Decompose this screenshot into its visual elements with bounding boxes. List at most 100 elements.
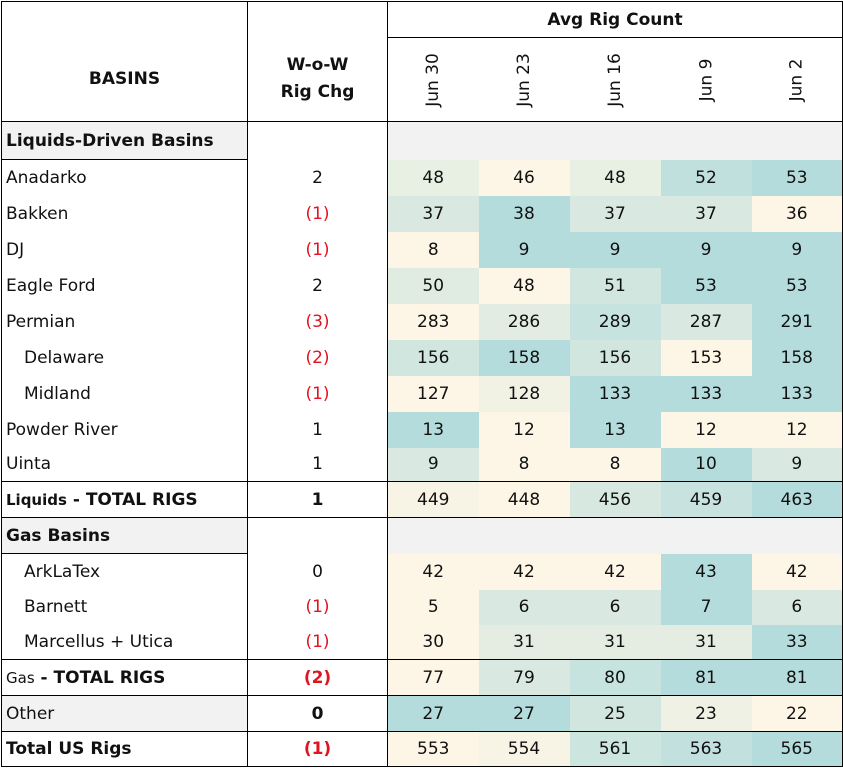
- value-cell: 37: [660, 195, 752, 232]
- total-row: Gas - TOTAL RIGS (2) 77 79 80 81 81: [1, 659, 843, 696]
- section-fill: [387, 517, 843, 554]
- total-wow: 1: [247, 481, 388, 518]
- value-cell: 31: [569, 624, 661, 660]
- date-header: Jun 2: [751, 37, 843, 122]
- wow-change: (1): [247, 589, 388, 625]
- value-cell: 289: [569, 303, 661, 340]
- value-cell: 27: [387, 695, 479, 732]
- date-header: Jun 9: [660, 37, 752, 122]
- value-cell: 43: [660, 553, 752, 590]
- value-cell: 53: [660, 267, 752, 304]
- value-cell: 22: [751, 695, 843, 732]
- value-cell: 459: [660, 481, 752, 518]
- value-cell: 449: [387, 481, 479, 518]
- table-row: ArkLaTex 0 42 42 42 43 42: [1, 553, 843, 590]
- total-label: Gas - TOTAL RIGS: [1, 659, 248, 696]
- wow-change: 2: [247, 159, 388, 196]
- value-cell: 48: [478, 267, 570, 304]
- value-cell: 81: [751, 659, 843, 696]
- value-cell: 7: [660, 589, 752, 625]
- basin-name: ArkLaTex: [1, 553, 248, 590]
- value-cell: 33: [751, 624, 843, 660]
- total-prefix: Liquids: [6, 490, 67, 509]
- value-cell: 158: [478, 339, 570, 376]
- basin-name: Permian: [1, 303, 248, 340]
- grand-total-label: Total US Rigs: [1, 731, 248, 767]
- wow-change: (2): [247, 339, 388, 376]
- value-cell: 565: [751, 731, 843, 767]
- value-cell: 38: [478, 195, 570, 232]
- grand-total-wow: (1): [247, 731, 388, 767]
- table-row: Uinta 1 9 8 8 10 9: [1, 447, 843, 482]
- wow-change: (1): [247, 624, 388, 660]
- value-cell: 9: [478, 231, 570, 268]
- wow-change: 0: [247, 553, 388, 590]
- value-cell: 8: [478, 447, 570, 482]
- date-header: Jun 23: [478, 37, 570, 122]
- total-suffix: - TOTAL RIGS: [66, 489, 198, 510]
- value-cell: 133: [569, 375, 661, 412]
- value-cell: 79: [478, 659, 570, 696]
- value-cell: 283: [387, 303, 479, 340]
- total-wow: (2): [247, 659, 388, 696]
- wow-change: (3): [247, 303, 388, 340]
- grand-total-row: Total US Rigs (1) 553 554 561 563 565: [1, 731, 843, 767]
- value-cell: 133: [751, 375, 843, 412]
- value-cell: 9: [751, 447, 843, 482]
- basin-name: Bakken: [1, 195, 248, 232]
- value-cell: 53: [751, 159, 843, 196]
- value-cell: 448: [478, 481, 570, 518]
- value-cell: 42: [569, 553, 661, 590]
- value-cell: 12: [751, 411, 843, 448]
- value-cell: 9: [387, 447, 479, 482]
- value-cell: 80: [569, 659, 661, 696]
- section-spacer: [247, 517, 388, 554]
- table-row: Barnett (1) 5 6 6 7 6: [1, 589, 843, 625]
- wow-change: 2: [247, 267, 388, 304]
- basin-name: Marcellus + Utica: [1, 624, 248, 660]
- value-cell: 37: [569, 195, 661, 232]
- table-row: Bakken (1) 37 38 37 37 36: [1, 195, 843, 232]
- basin-name: Other: [1, 695, 248, 732]
- section-title: Gas Basins: [1, 517, 248, 554]
- other-row: Other 0 27 27 25 23 22: [1, 695, 843, 732]
- value-cell: 6: [478, 589, 570, 625]
- value-cell: 291: [751, 303, 843, 340]
- value-cell: 153: [660, 339, 752, 376]
- value-cell: 156: [569, 339, 661, 376]
- value-cell: 13: [387, 411, 479, 448]
- value-cell: 77: [387, 659, 479, 696]
- value-cell: 553: [387, 731, 479, 767]
- wow-change-header: W-o-W Rig Chg: [247, 37, 388, 122]
- wow-change: 0: [247, 695, 388, 732]
- value-cell: 561: [569, 731, 661, 767]
- section-title: Liquids-Driven Basins: [1, 121, 248, 160]
- value-cell: 53: [751, 267, 843, 304]
- wow-change: (1): [247, 231, 388, 268]
- value-cell: 12: [660, 411, 752, 448]
- value-cell: 133: [660, 375, 752, 412]
- value-cell: 563: [660, 731, 752, 767]
- value-cell: 6: [569, 589, 661, 625]
- table-row: Anadarko 2 48 46 48 52 53: [1, 159, 843, 196]
- value-cell: 27: [478, 695, 570, 732]
- total-row: Liquids - TOTAL RIGS 1 449 448 456 459 463: [1, 481, 843, 518]
- wow-change: (1): [247, 195, 388, 232]
- value-cell: 9: [751, 231, 843, 268]
- date-header: Jun 30: [387, 37, 479, 122]
- total-suffix: - TOTAL RIGS: [34, 667, 166, 688]
- table-row: Delaware (2) 156 158 156 153 158: [1, 339, 843, 376]
- value-cell: 287: [660, 303, 752, 340]
- value-cell: 158: [751, 339, 843, 376]
- value-cell: 127: [387, 375, 479, 412]
- avg-rig-count-header: Avg Rig Count: [387, 1, 843, 38]
- value-cell: 50: [387, 267, 479, 304]
- value-cell: 36: [751, 195, 843, 232]
- value-cell: 23: [660, 695, 752, 732]
- basin-name: Barnett: [1, 589, 248, 625]
- basin-name: Midland: [1, 375, 248, 412]
- value-cell: 286: [478, 303, 570, 340]
- table-row: Midland (1) 127 128 133 133 133: [1, 375, 843, 412]
- value-cell: 8: [569, 447, 661, 482]
